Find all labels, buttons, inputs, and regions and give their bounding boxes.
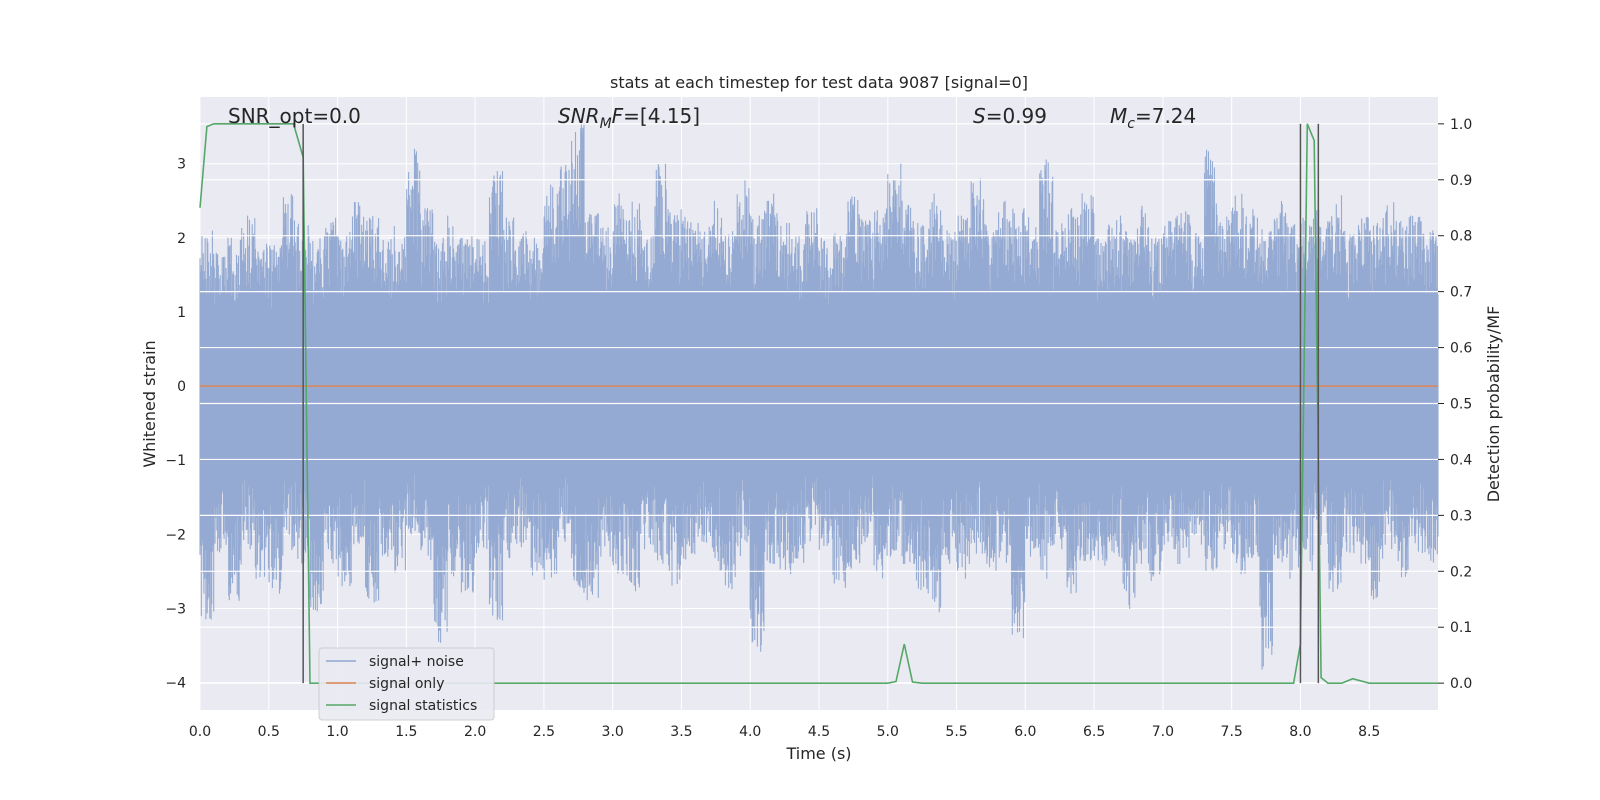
x-tick-label: 5.5 (945, 724, 967, 740)
y2-tick-label: 0.6 (1450, 341, 1472, 357)
s-value: =0.99 (986, 104, 1047, 128)
y2-tick-label: 0.4 (1450, 452, 1472, 468)
mc-annotation: Mc=7.24 (1110, 104, 1196, 132)
y-tick-label: −1 (165, 453, 186, 469)
x-tick-label: 4.5 (808, 724, 830, 740)
x-tick-label: 1.0 (326, 724, 348, 740)
y-tick-label: −3 (165, 601, 186, 617)
x-tick-label: 7.5 (1221, 724, 1243, 740)
y-tick-label: −2 (165, 527, 186, 543)
mc-symbol: M (1110, 104, 1127, 128)
mc-value: =7.24 (1135, 104, 1196, 128)
y2-tick-label: 0.3 (1450, 508, 1472, 524)
y2-tick-label: 0.0 (1450, 676, 1472, 692)
x-tick-label: 1.5 (395, 724, 417, 740)
legend: signal+ noise signal only signal statist… (318, 647, 495, 721)
s-symbol: S (973, 104, 986, 128)
signal-statistics-series (199, 123, 1438, 685)
x-tick-label: 3.0 (602, 724, 624, 740)
s-annotation: S=0.99 (973, 104, 1047, 128)
snr-mf-tail: F (612, 104, 624, 128)
x-tick-label: 7.0 (1152, 724, 1174, 740)
y-tick-label: 1 (177, 305, 186, 321)
chart-title: stats at each timestep for test data 908… (610, 73, 1028, 92)
x-tick-label: 8.5 (1358, 724, 1380, 740)
y2-tick-label: 0.8 (1450, 229, 1472, 245)
x-tick-label: 6.0 (1014, 724, 1036, 740)
x-tick-label: 8.0 (1289, 724, 1311, 740)
y2-tick-label: 0.5 (1450, 397, 1472, 413)
y2-tick-label: 0.1 (1450, 620, 1472, 636)
snr-mf-annotation: SNRMF=[4.15] (558, 104, 700, 132)
x-tick-label: 0.5 (258, 724, 280, 740)
x-ticks: 0.0 0.5 1.0 1.5 2.0 2.5 3.0 3.5 4.0 4.5 5.0 5.5 6.0 6… (189, 724, 1380, 740)
x-tick-label: 2.0 (464, 724, 486, 740)
legend-box (318, 647, 495, 721)
y-axis-label: Whitened strain (140, 340, 159, 467)
x-tick-label: 6.5 (1083, 724, 1105, 740)
snr-mf-subscript: M (600, 116, 612, 132)
y2-axis-label: Detection probability/MF (1484, 306, 1503, 503)
legend-label-signal-only: signal only (369, 676, 444, 692)
y2-tick-label: 1.0 (1450, 117, 1472, 133)
mc-subscript: c (1127, 116, 1135, 132)
y-tick-label: −4 (165, 676, 186, 692)
legend-label-signal-statistics: signal statistics (369, 698, 477, 714)
x-tick-label: 3.5 (670, 724, 692, 740)
y2-ticks: 0.0 0.1 0.2 0.3 0.4 0.5 0.6 0.7 0.8 0.9 1.0 (1438, 117, 1472, 692)
snr-mf-symbol: SNR (558, 104, 600, 128)
snr-mf-value: =[4.15] (623, 104, 700, 128)
x-tick-label: 4.0 (739, 724, 761, 740)
signal-statistics-line (199, 123, 1438, 685)
y2-tick-label: 0.9 (1450, 173, 1472, 189)
x-tick-label: 2.5 (533, 724, 555, 740)
x-tick-label: 0.0 (189, 724, 211, 740)
y-tick-label: 3 (177, 157, 186, 173)
snr-opt-annotation: SNR_opt=0.0 (228, 104, 361, 128)
y2-tick-label: 0.7 (1450, 285, 1472, 301)
x-tick-label: 5.0 (877, 724, 899, 740)
y-tick-label: 0 (177, 379, 186, 395)
x-axis-label: Time (s) (785, 744, 851, 763)
vertical-markers (302, 123, 1320, 684)
y-tick-label: 2 (177, 231, 186, 247)
y-ticks: −4 −3 −2 −1 0 1 2 3 (165, 157, 186, 692)
y2-tick-label: 0.2 (1450, 564, 1472, 580)
legend-label-signal-noise: signal+ noise (369, 654, 464, 670)
